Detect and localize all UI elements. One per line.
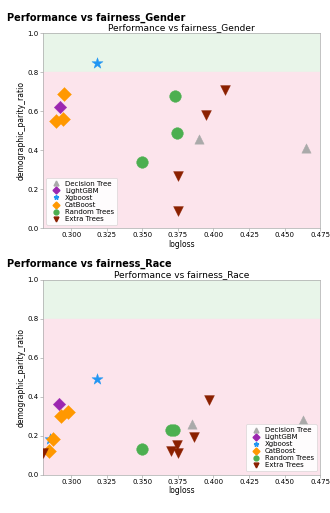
Point — [175, 207, 181, 215]
Point — [60, 115, 65, 123]
Point — [94, 58, 100, 67]
Point — [140, 158, 145, 166]
Point — [53, 117, 58, 125]
Title: Performance vs fairness_Race: Performance vs fairness_Race — [114, 270, 249, 279]
Point — [140, 445, 145, 453]
Point — [168, 426, 174, 434]
Point — [300, 416, 306, 424]
Point — [204, 111, 209, 120]
Point — [48, 436, 53, 444]
Point — [174, 129, 179, 137]
X-axis label: logloss: logloss — [168, 486, 195, 495]
Y-axis label: demographic_parity_ratio: demographic_parity_ratio — [17, 82, 26, 180]
Title: Performance vs fairness_Gender: Performance vs fairness_Gender — [108, 24, 255, 32]
Text: Performance vs fairness_Gender: Performance vs fairness_Gender — [7, 13, 185, 23]
Point — [59, 412, 64, 420]
Legend: Decision Tree, LightGBM, Xgboost, CatBoost, Random Trees, Extra Trees: Decision Tree, LightGBM, Xgboost, CatBoo… — [246, 424, 316, 471]
Point — [173, 92, 178, 100]
X-axis label: logloss: logloss — [168, 240, 195, 249]
Legend: Decision Tree, LightGBM, Xgboost, CatBoost, Random Trees, Extra Trees: Decision Tree, LightGBM, Xgboost, CatBoo… — [47, 178, 117, 225]
Point — [46, 447, 51, 455]
Point — [56, 400, 61, 408]
Point — [222, 86, 227, 94]
Point — [57, 103, 63, 111]
Text: Performance vs fairness_Race: Performance vs fairness_Race — [7, 259, 171, 269]
Point — [303, 144, 309, 152]
Point — [62, 90, 67, 98]
Point — [40, 449, 46, 457]
Bar — [43, 280, 320, 319]
Point — [94, 375, 100, 383]
Point — [197, 134, 202, 143]
Point — [168, 447, 174, 455]
Point — [171, 426, 176, 434]
Point — [189, 420, 195, 428]
Point — [50, 436, 55, 444]
Bar — [43, 33, 320, 72]
Y-axis label: demographic_parity_ratio: demographic_parity_ratio — [17, 328, 26, 426]
Point — [207, 397, 212, 405]
Point — [175, 449, 181, 457]
Point — [175, 171, 181, 180]
Bar — [43, 72, 320, 228]
Point — [174, 441, 179, 449]
Point — [191, 433, 196, 442]
Point — [66, 408, 71, 416]
Bar — [43, 319, 320, 475]
